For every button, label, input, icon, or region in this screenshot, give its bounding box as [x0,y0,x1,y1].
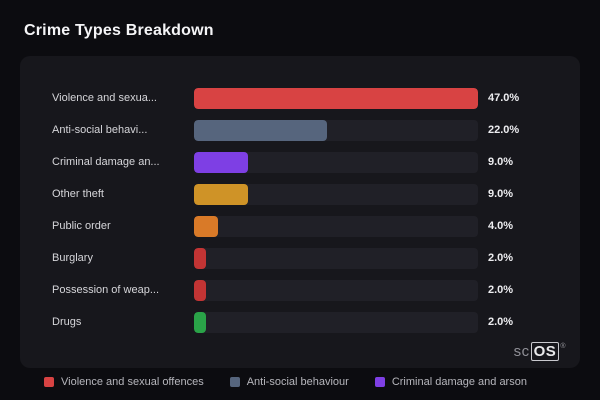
registered-mark: ® [560,343,566,350]
bar-track [194,311,478,333]
category-label: Public order [52,220,111,232]
value-label: 2.0% [488,316,514,328]
bar-row: Public order 4.0% [52,210,540,242]
page-title: Crime Types Breakdown [24,22,214,39]
logo-prefix: sc [513,343,530,360]
bar[interactable] [194,151,249,173]
legend-label: Violence and sexual offences [61,376,204,388]
bar-row: Burglary 2.0% [52,242,540,274]
bar-row: Anti-social behavi... 22.0% [52,114,540,146]
bar-track [194,279,478,301]
value-label: 47.0% [488,92,520,104]
category-label: Burglary [52,252,93,264]
value-label: 4.0% [488,220,514,232]
bar-row: Other theft 9.0% [52,178,540,210]
category-label: Violence and sexua... [52,92,157,104]
category-label: Possession of weap... [52,284,160,296]
bar[interactable] [194,183,249,205]
bar-row: Possession of weap... 2.0% [52,274,540,306]
legend-item[interactable]: Criminal damage and arson [374,376,527,388]
legend-label: Anti-social behaviour [246,376,349,388]
category-label: Criminal damage an... [52,156,160,168]
category-label: Drugs [52,316,82,328]
chart-legend: Violence and sexual offences Anti-social… [44,376,600,388]
category-label: Other theft [52,188,104,200]
bar-track [194,119,478,141]
scos-logo: sc OS ® [513,342,566,361]
chart-card: Violence and sexua... 47.0% Anti-social … [20,56,580,368]
bar-track [194,87,478,109]
legend-label: Criminal damage and arson [391,376,527,388]
legend-item[interactable]: Violence and sexual offences [44,376,204,388]
bar[interactable] [194,279,207,301]
bar-row: Violence and sexua... 47.0% [52,82,540,114]
bar[interactable] [194,215,219,237]
legend-swatch [374,377,385,387]
legend-swatch [229,377,240,387]
legend-swatch [44,377,54,387]
bar-chart: Violence and sexua... 47.0% Anti-social … [52,82,540,338]
logo-suffix: OS [530,342,560,361]
bar-row: Criminal damage an... 9.0% [52,146,540,178]
bar-track [194,247,478,269]
category-label: Anti-social behavi... [52,124,148,136]
bar-track [194,151,478,173]
value-label: 9.0% [488,188,514,200]
bar-track [194,215,478,237]
bar[interactable] [194,87,478,109]
legend-item[interactable]: Anti-social behaviour [229,376,349,388]
bar-track [194,183,478,205]
value-label: 22.0% [488,124,520,136]
bar-row: Drugs 2.0% [52,306,540,338]
bar[interactable] [194,311,207,333]
value-label: 2.0% [488,252,514,264]
value-label: 2.0% [488,284,514,296]
bar[interactable] [194,119,327,141]
value-label: 9.0% [488,156,514,168]
bar[interactable] [194,247,207,269]
